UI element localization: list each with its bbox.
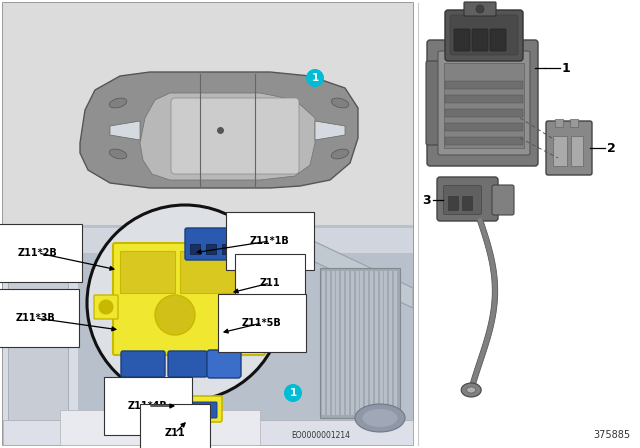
FancyBboxPatch shape	[444, 185, 481, 215]
Bar	[8, 235, 68, 440]
FancyBboxPatch shape	[121, 351, 165, 377]
Bar	[385, 271, 387, 415]
Bar	[3, 228, 413, 253]
Bar	[394, 271, 397, 415]
FancyBboxPatch shape	[437, 177, 498, 221]
Text: Z11*2B: Z11*2B	[18, 248, 58, 258]
Bar	[322, 271, 325, 415]
FancyBboxPatch shape	[427, 40, 538, 166]
FancyBboxPatch shape	[156, 402, 186, 418]
Bar	[445, 109, 523, 117]
Bar	[222, 244, 232, 254]
Bar	[337, 271, 339, 415]
Bar	[462, 196, 472, 210]
FancyBboxPatch shape	[490, 29, 506, 51]
Bar	[3, 3, 413, 228]
Bar	[445, 81, 523, 89]
Bar	[445, 137, 523, 145]
Bar	[389, 271, 392, 415]
Bar	[380, 271, 383, 415]
Bar	[360, 271, 364, 415]
Bar	[365, 271, 368, 415]
FancyBboxPatch shape	[187, 402, 217, 418]
Bar	[570, 119, 578, 127]
FancyBboxPatch shape	[207, 350, 241, 378]
Bar	[3, 3, 413, 445]
Text: Z11*4B: Z11*4B	[128, 401, 168, 411]
Bar	[120, 251, 175, 293]
Text: Z11*1B: Z11*1B	[250, 236, 290, 246]
Circle shape	[476, 5, 484, 13]
Polygon shape	[315, 121, 345, 140]
Bar	[3, 228, 78, 445]
Bar	[341, 271, 344, 415]
FancyBboxPatch shape	[113, 243, 265, 355]
FancyBboxPatch shape	[153, 396, 222, 422]
Bar	[327, 271, 330, 415]
Bar	[370, 271, 373, 415]
Bar	[351, 271, 354, 415]
FancyBboxPatch shape	[438, 51, 530, 155]
Ellipse shape	[461, 383, 481, 397]
Bar	[448, 196, 458, 210]
Ellipse shape	[355, 404, 405, 432]
Circle shape	[306, 69, 324, 87]
Circle shape	[99, 300, 113, 314]
FancyBboxPatch shape	[472, 29, 488, 51]
Bar	[571, 136, 583, 166]
FancyBboxPatch shape	[171, 98, 299, 174]
Bar	[60, 410, 260, 445]
Bar	[553, 136, 567, 166]
Text: Z11: Z11	[260, 278, 280, 288]
Bar	[356, 271, 358, 415]
Ellipse shape	[332, 98, 349, 108]
Bar	[420, 3, 637, 445]
Ellipse shape	[362, 409, 397, 427]
Bar	[206, 244, 216, 254]
FancyBboxPatch shape	[454, 29, 470, 51]
Bar	[3, 225, 413, 445]
FancyBboxPatch shape	[450, 15, 518, 55]
Text: 1: 1	[289, 388, 296, 398]
FancyBboxPatch shape	[464, 2, 496, 16]
Polygon shape	[80, 72, 358, 188]
Ellipse shape	[109, 98, 127, 108]
Text: 1: 1	[312, 73, 319, 83]
FancyBboxPatch shape	[492, 185, 514, 215]
Bar	[346, 271, 349, 415]
Bar	[180, 251, 255, 293]
Circle shape	[155, 295, 195, 335]
Text: Z11*3B: Z11*3B	[15, 313, 55, 323]
Bar	[445, 123, 523, 131]
FancyBboxPatch shape	[185, 228, 244, 260]
Bar	[320, 268, 400, 418]
Text: 1: 1	[562, 61, 571, 74]
Bar	[375, 271, 378, 415]
Polygon shape	[285, 230, 413, 308]
FancyBboxPatch shape	[94, 295, 118, 319]
Text: 2: 2	[607, 142, 616, 155]
Polygon shape	[110, 121, 140, 140]
Text: Z11: Z11	[164, 428, 186, 438]
Circle shape	[87, 205, 283, 401]
Ellipse shape	[467, 387, 476, 393]
FancyBboxPatch shape	[426, 61, 450, 145]
Bar	[444, 63, 524, 148]
FancyBboxPatch shape	[445, 10, 523, 61]
Text: EO0000001214: EO0000001214	[291, 431, 350, 440]
FancyBboxPatch shape	[546, 121, 592, 175]
Text: 375885: 375885	[593, 430, 630, 440]
Text: Z11*5B: Z11*5B	[242, 318, 282, 328]
Bar	[3, 420, 413, 445]
Text: 3: 3	[422, 194, 431, 207]
FancyBboxPatch shape	[168, 351, 207, 377]
Ellipse shape	[109, 149, 127, 159]
Ellipse shape	[332, 149, 349, 159]
Bar	[332, 271, 335, 415]
Bar	[555, 119, 563, 127]
Bar	[445, 95, 523, 103]
Polygon shape	[140, 93, 315, 180]
Circle shape	[284, 384, 302, 402]
Bar	[190, 244, 200, 254]
